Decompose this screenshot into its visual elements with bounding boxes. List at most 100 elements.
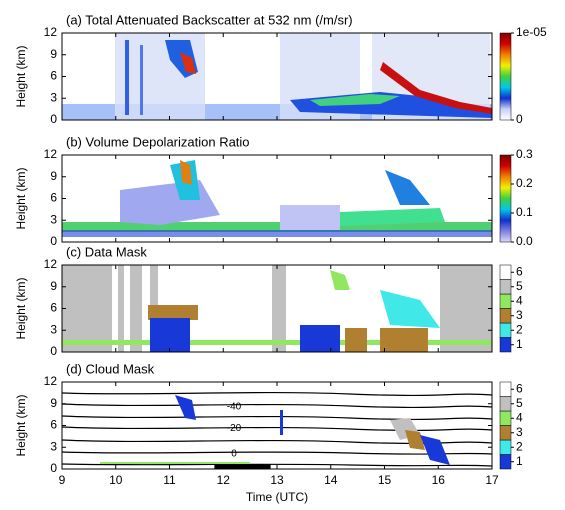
contour-label: -40 [227,401,242,412]
colorbar-cell [499,454,512,470]
y-tick-label: 6 [50,301,57,315]
curtain-feature [272,265,286,352]
curtain-feature [180,52,196,74]
colorbar-tick-label: 0.1 [516,205,533,219]
curtain-feature [62,222,492,232]
y-tick-label: 0 [50,112,57,126]
curtain-feature [310,94,400,106]
contour-line [61,439,493,445]
colorbar-tick-label: 1 [516,337,523,351]
panel-title: (d) Cloud Mask [66,361,155,376]
colorbar-cell [499,279,512,295]
x-tick-label: 13 [270,473,284,487]
curtain-feature [175,395,196,420]
y-tick-label: 0 [50,344,57,358]
curtain-feature [100,462,250,464]
y-tick-label: 9 [50,396,57,410]
colorbar-cell [499,322,512,338]
y-tick-label: 9 [50,169,57,183]
colorbar-cell [499,293,512,309]
colorbar-cell [499,396,512,412]
curtain-feature [380,290,440,328]
curtain-feature [330,270,350,290]
panel-title: (a) Total Attenuated Backscatter at 532 … [66,12,353,27]
y-tick-label: 0 [50,461,57,475]
colorbar-tick-label: 4 [516,410,523,424]
contour-line [61,426,493,432]
colorbar-tick-label: 5 [516,279,523,293]
y-axis-label: Height (km) [14,277,28,339]
curtain-feature [120,180,220,225]
y-tick-label: 6 [50,69,57,83]
curtain-feature [280,410,283,435]
curtain-feature [150,318,190,352]
curtain-feature [340,208,445,226]
panel-title: (c) Data Mask [66,244,147,259]
curtain-feature [380,328,428,352]
x-tick-label: 12 [217,473,231,487]
colorbar-cell [499,425,512,441]
colorbar-tick-label: 2 [516,439,523,453]
x-tick-label: 10 [109,473,123,487]
y-tick-label: 9 [50,279,57,293]
y-tick-label: 3 [50,212,57,226]
colorbar-tick-label: 6 [516,381,523,395]
curtain-feature [130,265,142,352]
colorbar-tick-label: 4 [516,293,523,307]
x-tick-label: 17 [485,473,499,487]
y-tick-label: 0 [50,234,57,248]
colorbar-tick-label: 1 [516,454,523,468]
contour-line [61,391,493,397]
curtain-feature [214,464,271,469]
curtain-feature [300,325,340,352]
curtain-a [62,33,492,120]
y-tick-label: 6 [50,418,57,432]
y-tick-label: 12 [44,257,58,271]
curtain-feature [440,265,492,352]
curtain-feature [62,265,112,352]
colorbar-cell [499,337,512,353]
curtain-feature [118,265,124,352]
curtain-feature [148,305,198,320]
colorbar-cell [499,308,512,324]
contour-line [61,463,493,467]
colorbar-tick-label: 3 [516,425,523,439]
contour-label: -20 [227,423,242,434]
y-tick-label: 3 [50,322,57,336]
curtain-c [62,265,492,352]
y-tick-label: 6 [50,191,57,205]
colorbar-cell [499,381,512,397]
curtain-feature [380,62,492,114]
colorbar [499,32,512,121]
curtain-feature [140,45,143,115]
colorbar-tick-label: 6 [516,264,523,278]
colorbar-tick-label: 1e-05 [516,25,547,39]
x-axis-label: Time (UTC) [246,490,308,504]
curtain-feature [345,328,367,352]
colorbar-tick-label: 2 [516,322,523,336]
colorbar-cell [499,410,512,426]
colorbar-tick-label: 3 [516,308,523,322]
x-tick-label: 9 [59,473,66,487]
y-axis-label: Height (km) [14,394,28,456]
contour-line [61,451,493,455]
curtain-d [61,391,493,469]
colorbar-tick-label: 0 [516,112,523,126]
y-tick-label: 9 [50,47,57,61]
y-axis-label: Height (km) [14,167,28,229]
curtain-feature [280,205,340,230]
contour-label: 0 [231,448,237,459]
colorbar-cell [499,264,512,280]
colorbar-tick-label: 0.0 [516,234,533,248]
x-tick-label: 15 [378,473,392,487]
colorbar-cell [499,439,512,455]
contour-line [61,403,493,409]
y-tick-label: 12 [44,25,58,39]
y-tick-label: 12 [44,374,58,388]
curtain-feature [62,230,492,237]
curtain-feature [385,170,430,205]
y-axis-label: Height (km) [14,45,28,107]
curtain-feature [125,40,129,115]
curtain-feature [420,435,450,465]
